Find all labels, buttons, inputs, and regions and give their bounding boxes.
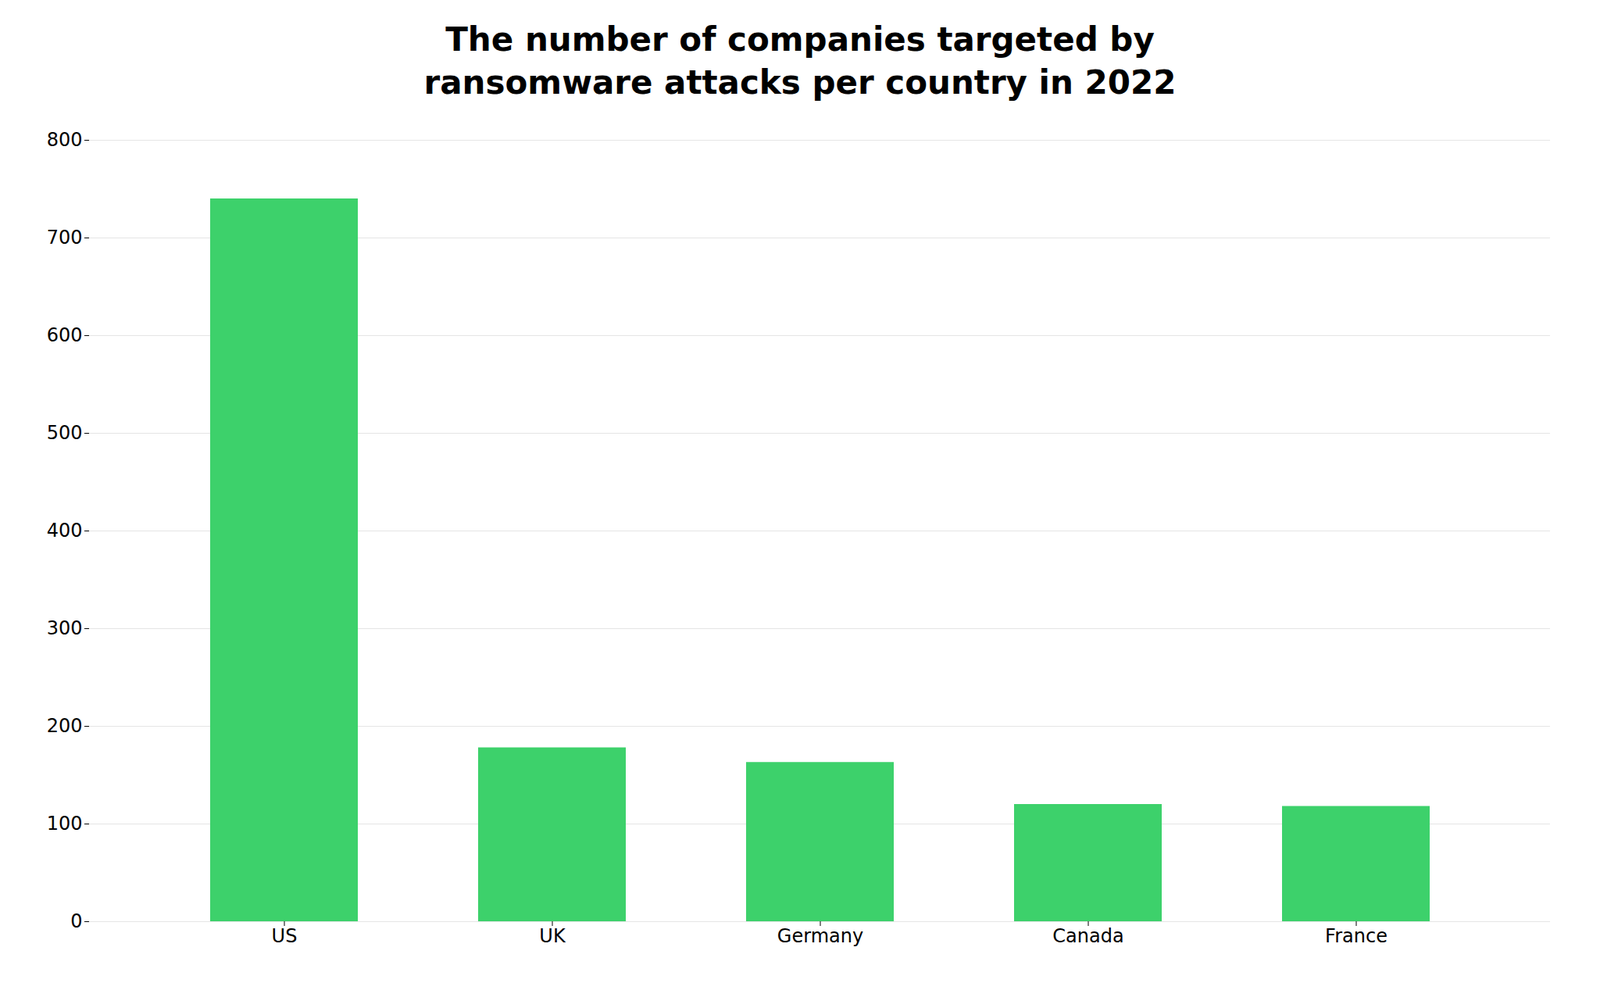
svg-text:700: 700 [46, 226, 83, 249]
svg-text:300: 300 [46, 617, 83, 640]
svg-text:100: 100 [46, 812, 83, 835]
svg-text:200: 200 [46, 714, 83, 737]
svg-text:600: 600 [46, 324, 83, 347]
svg-text:800: 800 [46, 128, 83, 151]
svg-text:US: US [271, 925, 298, 947]
svg-text:UK: UK [539, 925, 567, 947]
svg-text:Germany: Germany [777, 925, 864, 947]
svg-text:Canada: Canada [1052, 925, 1124, 947]
svg-text:0: 0 [70, 910, 83, 933]
html-text:The number of companies target: The number of companies targeted by rans… [423, 20, 1177, 102]
svg-text:400: 400 [46, 519, 83, 542]
svg-text:France: France [1325, 925, 1388, 947]
svg-text:500: 500 [46, 421, 83, 444]
